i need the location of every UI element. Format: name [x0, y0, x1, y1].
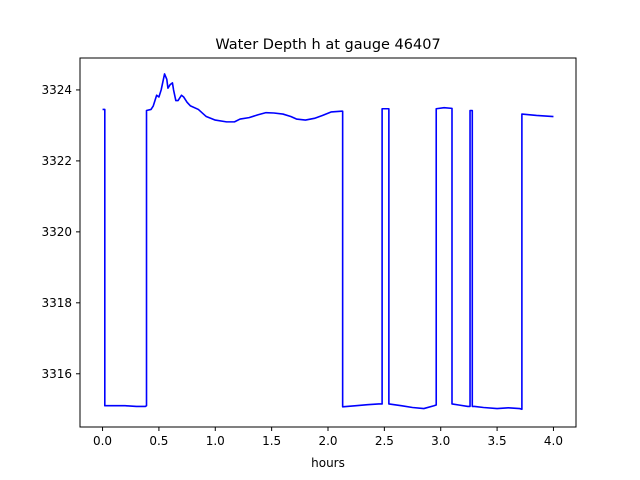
y-tick-label: 3316	[41, 367, 72, 381]
x-tick-label: 4.0	[544, 434, 563, 448]
x-tick-label: 2.0	[318, 434, 337, 448]
x-tick-label: 1.5	[262, 434, 281, 448]
series-line-0	[102, 73, 554, 411]
x-tick-label: 0.5	[149, 434, 168, 448]
x-tick-label: 3.0	[431, 434, 450, 448]
x-tick-label: 3.5	[488, 434, 507, 448]
x-axis-label: hours	[311, 456, 345, 470]
x-tick-label: 0.0	[93, 434, 112, 448]
y-tick-label: 3322	[41, 154, 72, 168]
x-axis: 0.0 0.5 1.0 1.5 2.0 2.5 3.0 3.5 4.0	[93, 427, 563, 448]
x-tick-label: 1.0	[206, 434, 225, 448]
chart-title: Water Depth h at gauge 46407	[215, 37, 440, 53]
y-tick-label: 3318	[41, 296, 72, 310]
y-tick-label: 3324	[41, 83, 72, 97]
series-layer	[102, 73, 554, 411]
x-tick-label: 2.5	[375, 434, 394, 448]
y-tick-label: 3320	[41, 225, 72, 239]
y-axis: 3316 3318 3320 3322 3324	[41, 83, 80, 381]
